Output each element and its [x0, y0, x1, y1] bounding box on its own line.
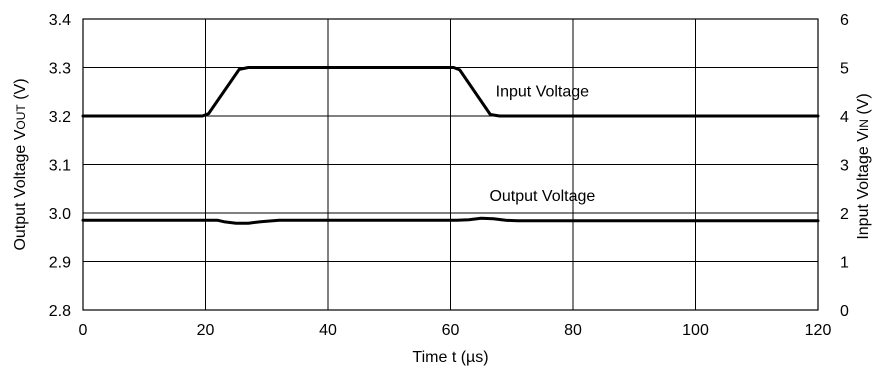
y-right-tick-label: 6: [840, 12, 849, 29]
y-left-tick-label: 3.4: [49, 12, 71, 29]
y-right-axis-title: Input Voltage VIN (V): [855, 93, 872, 239]
y-right-tick-labels: 0 1 2 3 4 5 6: [840, 12, 849, 320]
x-tick-label: 60: [442, 322, 460, 339]
x-tick-label: 80: [564, 322, 582, 339]
plot-frame: [82, 18, 819, 311]
y-left-tick-label: 2.9: [49, 255, 71, 272]
x-tick-label: 0: [79, 322, 88, 339]
x-tick-label: 120: [805, 322, 832, 339]
input-voltage-annotation: Input Voltage: [496, 84, 590, 101]
y-right-tick-label: 5: [840, 61, 849, 78]
x-tick-label: 20: [197, 322, 215, 339]
output-voltage-line: [81, 216, 820, 225]
y-left-tick-label: 3.2: [49, 109, 71, 126]
y-right-tick-label: 0: [840, 303, 849, 320]
x-tick-label: 100: [682, 322, 709, 339]
series-annotations: Input Voltage Output Voltage: [489, 84, 595, 205]
input-voltage-line: [81, 66, 820, 118]
series-group: [81, 66, 820, 225]
gridlines: [82, 18, 819, 311]
y-left-tick-label: 3.0: [49, 206, 71, 223]
y-right-tick-label: 2: [840, 206, 849, 223]
y-right-tick-label: 3: [840, 158, 849, 175]
y-left-tick-labels: 2.8 2.9 3.0 3.1 3.2 3.3 3.4: [49, 12, 71, 320]
y-right-tick-label: 4: [840, 109, 849, 126]
output-voltage-annotation: Output Voltage: [489, 188, 595, 205]
y-left-tick-label: 2.8: [49, 303, 71, 320]
x-tick-label: 40: [319, 322, 337, 339]
x-tick-labels: 0 20 40 60 80 100 120: [79, 322, 832, 339]
y-left-tick-label: 3.1: [49, 158, 71, 175]
y-left-axis-title: Output Voltage VOUT (V): [12, 78, 29, 250]
y-right-tick-label: 1: [840, 255, 849, 272]
x-axis-title: Time t (µs): [412, 349, 488, 366]
y-left-tick-label: 3.3: [49, 61, 71, 78]
